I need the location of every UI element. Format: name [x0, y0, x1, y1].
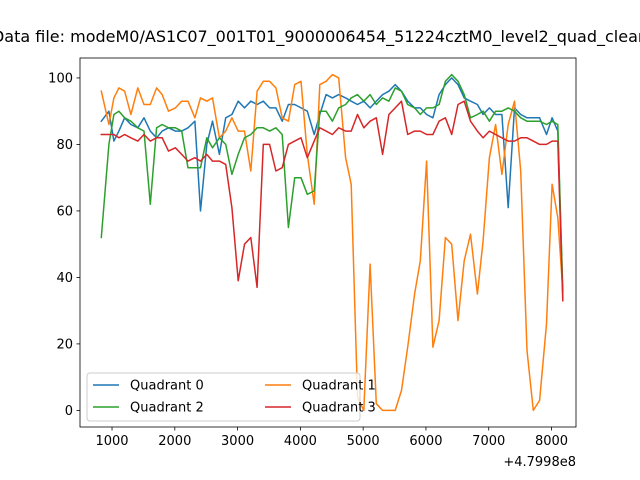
legend-label-quadrant-1: Quadrant 1 — [302, 379, 376, 394]
legend-label-quadrant-2: Quadrant 2 — [130, 401, 204, 416]
x-tick-label: 1000 — [95, 434, 128, 449]
y-tick-label: 40 — [56, 271, 73, 286]
axes-frame — [79, 57, 577, 428]
legend: Quadrant 0 Quadrant 1 Quadrant 2 Quadrant 3 — [86, 372, 376, 422]
x-tick-label: 3000 — [221, 434, 254, 449]
series-line-quadrant-0 — [100, 77, 564, 299]
legend-label-quadrant-3: Quadrant 3 — [302, 401, 376, 416]
x-tick-label: 4000 — [284, 434, 317, 449]
x-tick-label: 5000 — [347, 434, 380, 449]
plot-area: 1000 2000 3000 4000 5000 6000 7000 8000 0 20 40 60… — [48, 57, 577, 470]
x-tick-label: 7000 — [472, 434, 505, 449]
chart-title: Data file: modeM0/AS1C07_001T01_90000064… — [0, 27, 640, 47]
series-layer — [100, 73, 564, 412]
x-axis-offset-label: +4.7998e8 — [503, 455, 576, 470]
legend-frame — [86, 372, 361, 422]
y-axis-ticks: 0 20 40 60 80 100 — [48, 71, 80, 419]
x-tick-label: 8000 — [535, 434, 568, 449]
y-tick-label: 20 — [56, 337, 73, 352]
y-tick-label: 60 — [56, 204, 73, 219]
series-line-quadrant-3 — [100, 100, 564, 302]
x-tick-label: 6000 — [409, 434, 442, 449]
x-tick-label: 2000 — [158, 434, 191, 449]
y-tick-label: 80 — [56, 138, 73, 153]
y-tick-label: 0 — [65, 404, 73, 419]
y-tick-label: 100 — [48, 71, 73, 86]
x-axis-ticks: 1000 2000 3000 4000 5000 6000 7000 8000 — [95, 427, 568, 449]
legend-label-quadrant-0: Quadrant 0 — [130, 379, 204, 394]
series-line-quadrant-2 — [100, 73, 564, 292]
series-line-quadrant-1 — [100, 73, 564, 412]
